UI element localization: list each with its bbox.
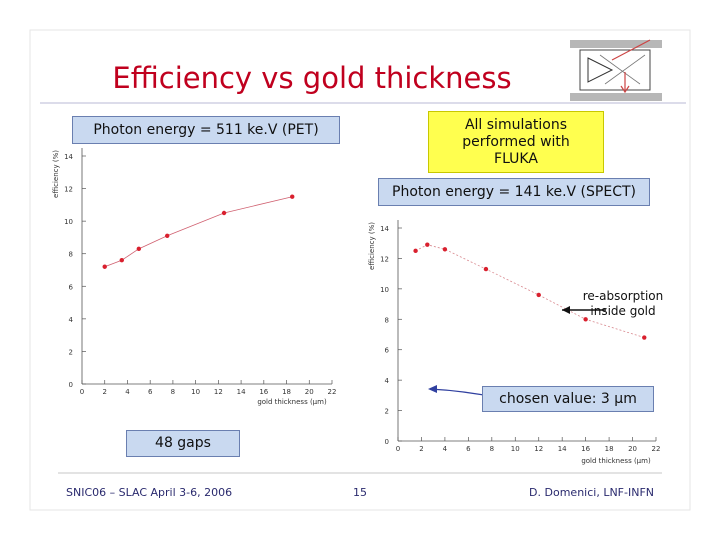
footer-conference: SNIC06 – SLAC April 3-6, 2006 <box>66 486 232 499</box>
detector-logo <box>570 39 662 101</box>
spect-energy-label: Photon energy = 141 ke.V (SPECT) <box>378 178 650 206</box>
footer-page-number: 15 <box>353 486 367 499</box>
y-axis-label: efficiency (%) <box>368 222 376 270</box>
x-tick-label: 22 <box>652 445 661 453</box>
data-point <box>102 264 107 269</box>
x-tick-label: 20 <box>628 445 637 453</box>
x-tick-label: 14 <box>237 388 246 396</box>
pet-energy-label: Photon energy = 511 ke.V (PET) <box>72 116 340 144</box>
x-tick-label: 0 <box>80 388 84 396</box>
data-point <box>442 247 448 252</box>
data-point <box>583 317 588 322</box>
y-tick-label: 10 <box>380 286 389 294</box>
y-tick-label: 8 <box>385 316 389 324</box>
y-tick-label: 10 <box>64 218 73 226</box>
x-tick-label: 8 <box>171 388 175 396</box>
gaps-label: 48 gaps <box>126 430 240 457</box>
x-tick-label: 4 <box>125 388 130 396</box>
x-tick-label: 0 <box>396 445 400 453</box>
x-tick-label: 12 <box>534 445 543 453</box>
x-axis-label: gold thickness (µm) <box>257 398 327 406</box>
x-tick-label: 6 <box>148 388 153 396</box>
reabsorption-note: re-absorption inside gold <box>582 289 664 318</box>
y-tick-label: 12 <box>64 186 73 194</box>
y-tick-label: 6 <box>69 283 74 291</box>
x-tick-label: 20 <box>305 388 314 396</box>
y-tick-label: 14 <box>380 225 389 233</box>
y-tick-label: 2 <box>385 408 389 416</box>
x-tick-label: 18 <box>282 388 291 396</box>
slide-title: Efficiency vs gold thickness <box>112 61 511 95</box>
x-tick-label: 14 <box>558 445 567 453</box>
y-tick-label: 0 <box>69 381 73 389</box>
data-point <box>425 242 430 247</box>
data-point <box>119 258 124 263</box>
data-point <box>483 266 489 272</box>
y-tick-label: 12 <box>380 255 389 263</box>
x-tick-label: 22 <box>328 388 337 396</box>
x-tick-label: 10 <box>511 445 520 453</box>
x-tick-label: 18 <box>605 445 614 453</box>
y-tick-label: 0 <box>385 438 389 446</box>
x-tick-label: 12 <box>214 388 223 396</box>
data-point <box>642 335 647 340</box>
y-tick-label: 4 <box>69 316 74 324</box>
fluka-note: All simulations performed with FLUKA <box>428 111 604 173</box>
y-tick-label: 8 <box>69 251 73 259</box>
y-tick-label: 2 <box>69 348 73 356</box>
x-tick-label: 16 <box>259 388 268 396</box>
x-tick-label: 10 <box>191 388 200 396</box>
data-point <box>413 248 418 254</box>
x-tick-label: 4 <box>443 445 448 453</box>
y-axis-label: efficiency (%) <box>52 150 60 198</box>
x-tick-label: 6 <box>466 445 471 453</box>
chosen-value-label: chosen value: 3 µm <box>482 386 654 412</box>
data-point <box>136 246 142 252</box>
footer-author: D. Domenici, LNF-INFN <box>529 486 654 499</box>
x-tick-label: 16 <box>581 445 590 453</box>
y-tick-label: 6 <box>385 347 390 355</box>
data-point <box>165 233 170 238</box>
x-axis-label: gold thickness (µm) <box>581 457 651 465</box>
data-point <box>290 194 295 199</box>
reabsorption-arrow <box>562 306 606 314</box>
y-tick-label: 14 <box>64 153 73 161</box>
y-tick-label: 4 <box>385 377 390 385</box>
x-tick-label: 2 <box>102 388 106 396</box>
data-point <box>221 210 227 216</box>
data-point <box>536 292 541 298</box>
series-line <box>104 196 293 268</box>
x-tick-label: 2 <box>419 445 423 453</box>
x-tick-label: 8 <box>490 445 494 453</box>
